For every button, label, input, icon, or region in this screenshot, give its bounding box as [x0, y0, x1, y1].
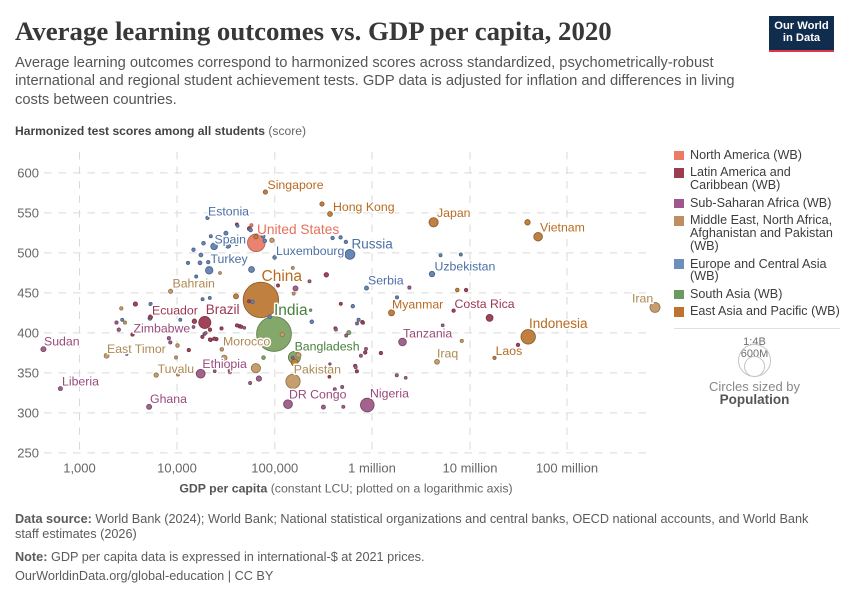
- svg-text:450: 450: [17, 285, 39, 300]
- svg-text:Sudan: Sudan: [44, 334, 80, 348]
- svg-text:Nigeria: Nigeria: [370, 386, 409, 400]
- svg-text:Singapore: Singapore: [268, 178, 324, 192]
- svg-text:Myanmar: Myanmar: [392, 298, 443, 312]
- svg-text:Bahrain: Bahrain: [173, 277, 216, 291]
- svg-text:Indonesia: Indonesia: [529, 316, 588, 331]
- svg-text:Uzbekistan: Uzbekistan: [435, 260, 496, 274]
- svg-text:500: 500: [17, 245, 39, 260]
- svg-text:China: China: [262, 268, 303, 285]
- svg-text:350: 350: [17, 365, 39, 380]
- svg-text:10 million: 10 million: [443, 461, 498, 476]
- svg-text:550: 550: [17, 205, 39, 220]
- svg-text:Iraq: Iraq: [437, 347, 458, 361]
- svg-text:10,000: 10,000: [157, 461, 197, 476]
- svg-text:East Timor: East Timor: [107, 342, 166, 356]
- svg-text:400: 400: [17, 325, 39, 340]
- svg-text:Zimbabwe: Zimbabwe: [134, 322, 191, 336]
- svg-text:Hong Kong: Hong Kong: [333, 200, 395, 214]
- svg-text:250: 250: [17, 445, 39, 460]
- svg-text:Vietnam: Vietnam: [540, 220, 585, 234]
- svg-text:Tanzania: Tanzania: [403, 326, 452, 340]
- svg-text:Liberia: Liberia: [62, 375, 99, 389]
- svg-text:Morocco: Morocco: [223, 335, 270, 349]
- svg-text:100,000: 100,000: [251, 461, 298, 476]
- svg-text:Russia: Russia: [352, 237, 394, 252]
- svg-text:Serbia: Serbia: [368, 273, 404, 287]
- svg-text:Laos: Laos: [496, 344, 523, 358]
- svg-text:Spain: Spain: [215, 232, 247, 246]
- svg-text:United States: United States: [257, 222, 339, 237]
- svg-text:100 million: 100 million: [536, 461, 598, 476]
- svg-text:India: India: [274, 302, 308, 319]
- svg-text:1 million: 1 million: [348, 461, 396, 476]
- svg-text:600: 600: [17, 165, 39, 180]
- svg-text:Japan: Japan: [437, 206, 471, 220]
- svg-text:Turkey: Turkey: [211, 252, 249, 266]
- svg-text:Ghana: Ghana: [150, 392, 187, 406]
- svg-text:Tuvalu: Tuvalu: [158, 362, 195, 376]
- svg-text:Pakistan: Pakistan: [294, 362, 341, 376]
- svg-text:Estonia: Estonia: [208, 205, 249, 219]
- svg-text:GDP per capita (constant LCU;: GDP per capita (constant LCU; plotted on…: [179, 482, 512, 496]
- svg-text:300: 300: [17, 405, 39, 420]
- svg-text:1,000: 1,000: [63, 461, 96, 476]
- svg-text:DR Congo: DR Congo: [289, 388, 347, 402]
- svg-text:Iran: Iran: [632, 292, 653, 306]
- svg-text:Luxembourg: Luxembourg: [276, 244, 345, 258]
- svg-text:Bangladesh: Bangladesh: [295, 339, 360, 353]
- svg-text:Ethiopia: Ethiopia: [202, 357, 247, 371]
- svg-text:Brazil: Brazil: [206, 302, 240, 317]
- svg-text:Ecuador: Ecuador: [152, 304, 198, 318]
- svg-text:Costa Rica: Costa Rica: [455, 297, 515, 311]
